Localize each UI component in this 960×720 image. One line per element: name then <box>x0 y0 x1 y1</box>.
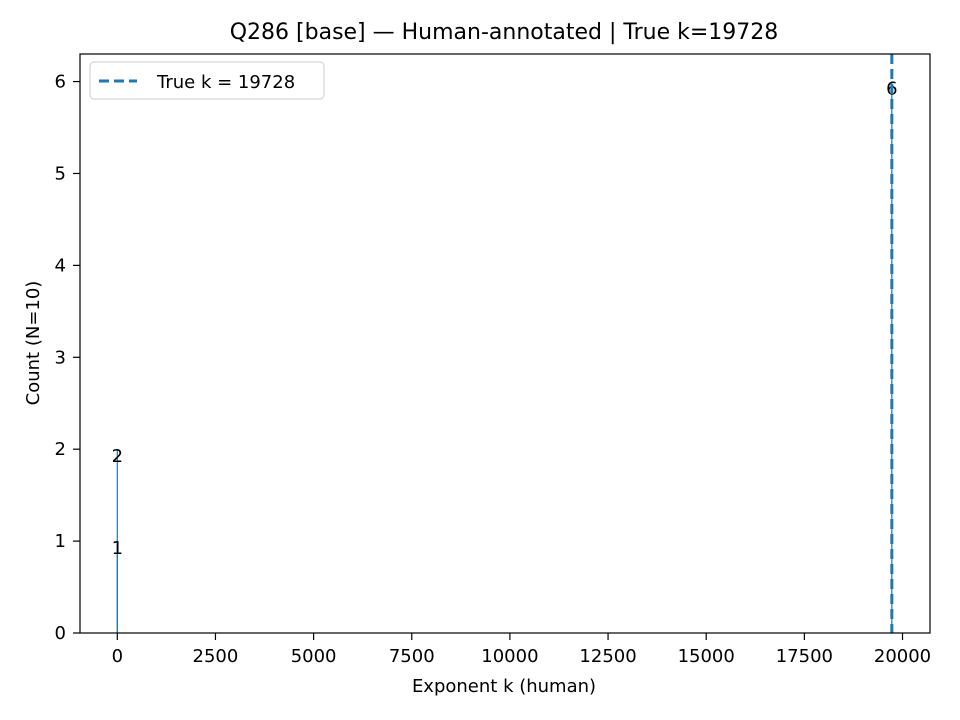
bar-value-label: 2 <box>112 446 123 467</box>
x-tick-label: 17500 <box>776 646 833 667</box>
y-tick-label: 5 <box>55 163 66 184</box>
x-tick-label: 10000 <box>481 646 538 667</box>
x-axis-label: Exponent k (human) <box>412 676 596 697</box>
y-tick-label: 1 <box>55 531 66 552</box>
x-tick-label: 0 <box>112 646 123 667</box>
y-axis-label: Count (N=10) <box>23 281 44 406</box>
y-axis-ticks: 0 1 2 3 4 5 6 <box>55 72 80 644</box>
axes-frame <box>79 53 931 634</box>
legend-box <box>89 61 325 100</box>
x-tick-label: 20000 <box>874 646 931 667</box>
y-tick-label: 4 <box>55 255 66 276</box>
x-tick-label: 7500 <box>389 646 435 667</box>
x-axis-ticks: 0 2500 5000 7500 10000 12500 15000 17500 20000 <box>112 633 931 667</box>
x-tick-label: 5000 <box>291 646 337 667</box>
y-tick-label: 0 <box>55 623 66 644</box>
y-tick-label: 3 <box>55 347 66 368</box>
x-tick-label: 15000 <box>678 646 735 667</box>
y-tick-label: 2 <box>55 439 66 460</box>
legend-entry-true-k: True k = 19728 <box>156 72 295 93</box>
y-tick-label: 6 <box>55 72 66 93</box>
legend: True k = 19728 <box>89 61 325 100</box>
plot-area <box>80 54 930 633</box>
chart-title: Q286 [base] — Human-annotated | True k=1… <box>230 20 779 45</box>
x-tick-label: 2500 <box>193 646 239 667</box>
x-tick-label: 12500 <box>579 646 636 667</box>
axes-background <box>80 54 930 633</box>
bar-value-label: 1 <box>112 538 123 559</box>
bar-x-1 <box>116 541 118 633</box>
